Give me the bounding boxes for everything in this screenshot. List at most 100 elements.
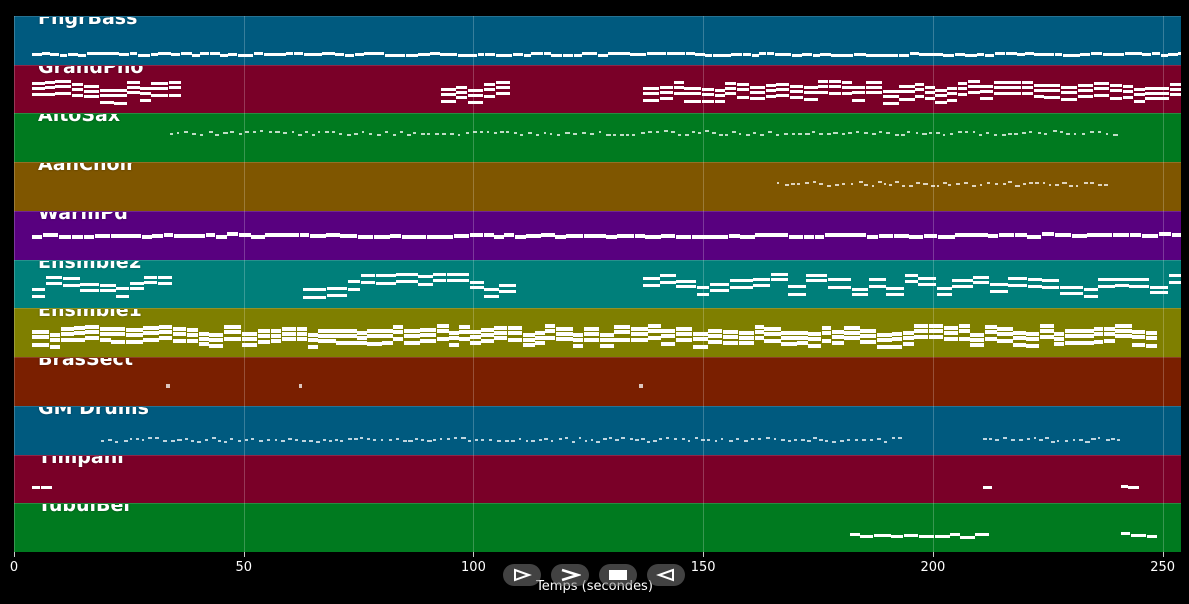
note [844, 330, 860, 335]
note [270, 339, 282, 344]
track-lane[interactable]: WarmPd [14, 210, 1181, 260]
note [1044, 89, 1061, 93]
note [99, 93, 114, 97]
note [1064, 328, 1077, 333]
track-lane[interactable]: Ensmble1 [14, 308, 1181, 358]
note [661, 334, 676, 339]
note [800, 438, 805, 441]
note [495, 54, 503, 58]
note [286, 52, 294, 56]
note [753, 283, 771, 287]
note [743, 439, 748, 442]
note [347, 328, 357, 333]
note [522, 342, 535, 347]
note [899, 85, 915, 89]
note [1083, 288, 1098, 292]
note [819, 183, 824, 186]
note [281, 331, 297, 336]
note [85, 335, 99, 340]
note [1021, 85, 1034, 89]
note [347, 341, 357, 346]
note [223, 336, 242, 341]
track-lane[interactable]: FngrBass [14, 16, 1181, 65]
note [922, 133, 927, 136]
note [373, 235, 390, 240]
note [535, 330, 545, 335]
track-lane[interactable]: AahChoir [14, 162, 1181, 211]
note [893, 234, 909, 239]
note [281, 326, 297, 331]
note [789, 90, 804, 94]
track-name: FngrBass [38, 16, 138, 29]
note [449, 52, 458, 56]
track-lane[interactable]: Timpani [14, 454, 1181, 504]
note [852, 99, 866, 103]
note [989, 289, 1008, 293]
note [1122, 84, 1133, 88]
note [924, 91, 935, 95]
note [868, 284, 886, 288]
track-lane[interactable]: GM Drums [14, 405, 1181, 455]
note [467, 440, 471, 443]
note [205, 233, 216, 238]
note [1039, 334, 1054, 339]
note [143, 331, 159, 336]
note [159, 335, 173, 340]
track-lane[interactable]: GrandPno [14, 64, 1181, 114]
note [80, 283, 100, 287]
note [918, 535, 935, 539]
track-lane[interactable]: BrasSect [14, 357, 1181, 406]
track-lane[interactable]: AltoSax [14, 113, 1181, 163]
note [427, 439, 432, 442]
note [418, 53, 430, 57]
note [952, 279, 973, 283]
note [782, 52, 792, 56]
note [751, 54, 759, 58]
play-button[interactable] [503, 564, 541, 586]
note [470, 340, 481, 345]
note [695, 437, 699, 440]
note [571, 440, 575, 443]
note [608, 436, 613, 439]
stop-button[interactable] [599, 564, 637, 586]
note [1087, 233, 1098, 238]
note [1052, 130, 1058, 133]
note [326, 287, 348, 291]
note [1098, 233, 1113, 238]
note [368, 133, 373, 136]
note [708, 340, 723, 345]
note [32, 53, 42, 57]
note [157, 275, 173, 279]
note [749, 85, 766, 89]
note [114, 89, 127, 93]
track-name: Timpani [38, 454, 124, 468]
note [714, 88, 725, 92]
note [152, 233, 164, 238]
note [403, 329, 420, 334]
note [659, 96, 674, 100]
track-lane[interactable]: TubulBel [14, 503, 1181, 552]
note [439, 234, 454, 239]
note [32, 288, 46, 292]
note [646, 52, 655, 56]
note [360, 273, 376, 277]
track-lane[interactable]: Ensmble2 [14, 259, 1181, 309]
note [872, 132, 876, 135]
note [1085, 440, 1090, 443]
note [40, 485, 52, 489]
note [705, 130, 709, 133]
fast-forward-button[interactable] [551, 564, 589, 586]
note [95, 233, 111, 238]
note [172, 338, 187, 343]
note [446, 272, 470, 276]
rewind-button[interactable] [647, 564, 685, 586]
note [936, 287, 952, 291]
note [1124, 51, 1132, 55]
note [541, 232, 555, 237]
note [210, 52, 220, 56]
axis-tick [932, 552, 934, 557]
note [919, 53, 932, 57]
note [598, 130, 601, 133]
note [791, 54, 802, 58]
note [237, 440, 241, 443]
